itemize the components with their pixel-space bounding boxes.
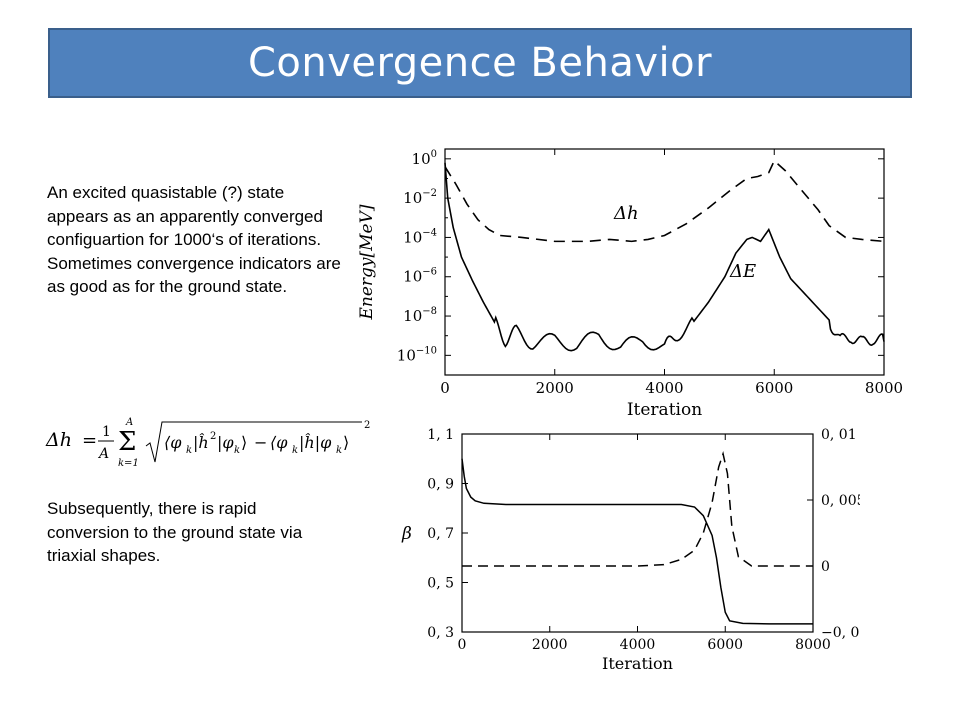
eq-term1-phi: |φ xyxy=(217,433,234,452)
x-tick-label: 8000 xyxy=(795,637,831,653)
eq-term1-h: |ĥ xyxy=(193,432,209,452)
series-label-delta-e: ΔE xyxy=(729,261,756,282)
y-axis-label: Energy[MeV] xyxy=(357,204,377,320)
eq-sum-top: A xyxy=(125,417,133,428)
eq-term1-k2: k xyxy=(234,445,240,456)
x-tick-label: 2000 xyxy=(536,379,574,397)
eq-lhs: Δh xyxy=(45,429,72,451)
eq-sum-bottom: k=1 xyxy=(118,458,139,469)
energy-convergence-chart: 0 2000 4000 6000 8000 100 10−2 10−4 10−6 10−8 10−1… xyxy=(357,148,903,420)
eq-sum-sign: Σ xyxy=(118,427,136,457)
y-left-axis-label: β xyxy=(401,524,412,544)
eq-term2-k: k xyxy=(292,445,298,456)
eq-term1-sq: 2 xyxy=(210,431,216,442)
y-tick-label: 10−4 xyxy=(403,227,437,246)
y-tick-label: 10−10 xyxy=(397,345,437,364)
x-axis-label: Iteration xyxy=(627,400,702,420)
eq-term2-mid: |ĥ|φ xyxy=(299,432,332,452)
eq-term2-close: ⟩ xyxy=(343,433,349,452)
plot-frame xyxy=(461,433,814,633)
series-line-delta-e xyxy=(444,162,885,352)
eq-equals: = xyxy=(82,430,97,451)
y-right-tick-label: 0, 01 xyxy=(821,427,857,443)
x-tick-label: 6000 xyxy=(755,379,793,397)
y-right-tick-label: 0, 005 xyxy=(821,493,860,509)
eq-term1-open: ⟨φ xyxy=(164,433,182,452)
eq-term2-k2: k xyxy=(336,445,342,456)
eq-term1-close: ⟩ xyxy=(241,433,247,452)
eq-term2-open: ⟨φ xyxy=(270,433,288,452)
series-line-delta-h xyxy=(444,159,885,243)
x-tick-label: 0 xyxy=(458,637,467,653)
eq-frac-den: A xyxy=(97,446,109,462)
x-axis-label: Iteration xyxy=(602,654,673,673)
series-line-beta xyxy=(461,458,813,625)
eq-outer-sq: 2 xyxy=(364,420,370,431)
paragraph-excited-state: An excited quasistable (?) state appears… xyxy=(47,183,341,296)
y-tick-label: 10−8 xyxy=(403,306,437,325)
series-label-delta-h: Δh xyxy=(613,203,639,224)
slide-title: Convergence Behavior xyxy=(247,40,713,86)
eq-minus: − xyxy=(254,433,267,452)
y-left-tick-label: 0, 9 xyxy=(427,477,454,493)
eq-frac-num: 1 xyxy=(102,424,111,440)
x-tick-label: 6000 xyxy=(707,637,743,653)
y-tick-label: 10−6 xyxy=(403,267,437,286)
y-tick-label: 10−2 xyxy=(403,188,437,207)
slide-title-bar: Convergence Behavior xyxy=(48,28,912,98)
y-left-tick-label: 0, 5 xyxy=(427,576,454,592)
y-right-tick-label: −0, 005 xyxy=(821,625,860,641)
paragraph-conversion: Subsequently, there is rapid conversion … xyxy=(47,499,303,565)
y-right-tick-label: 0 xyxy=(821,559,830,575)
x-tick-label: 2000 xyxy=(532,637,568,653)
x-tick-label: 8000 xyxy=(865,379,903,397)
y-left-tick-label: 1, 1 xyxy=(427,427,454,443)
y-tick-label: 100 xyxy=(412,149,437,168)
eq-term1-k: k xyxy=(186,445,192,456)
eq-sqrt-sign xyxy=(145,421,362,463)
x-tick-label: 0 xyxy=(440,379,450,397)
x-tick-label: 4000 xyxy=(620,637,656,653)
y-left-tick-label: 0, 7 xyxy=(427,526,454,542)
beta-q3-chart: 0 2000 4000 6000 8000 1, 1 0, 9 0, 7 0, 5 0, 3 0, … xyxy=(401,427,860,673)
series-line-q3 xyxy=(462,450,813,567)
x-tick-label: 4000 xyxy=(645,379,683,397)
plot-frame xyxy=(444,148,885,376)
y-left-tick-label: 0, 3 xyxy=(427,625,454,641)
delta-h-equation: Δh = 1 A A Σ k=1 ⟨φ k |ĥ 2 |φ k ⟩ − ⟨φ k… xyxy=(45,417,370,469)
